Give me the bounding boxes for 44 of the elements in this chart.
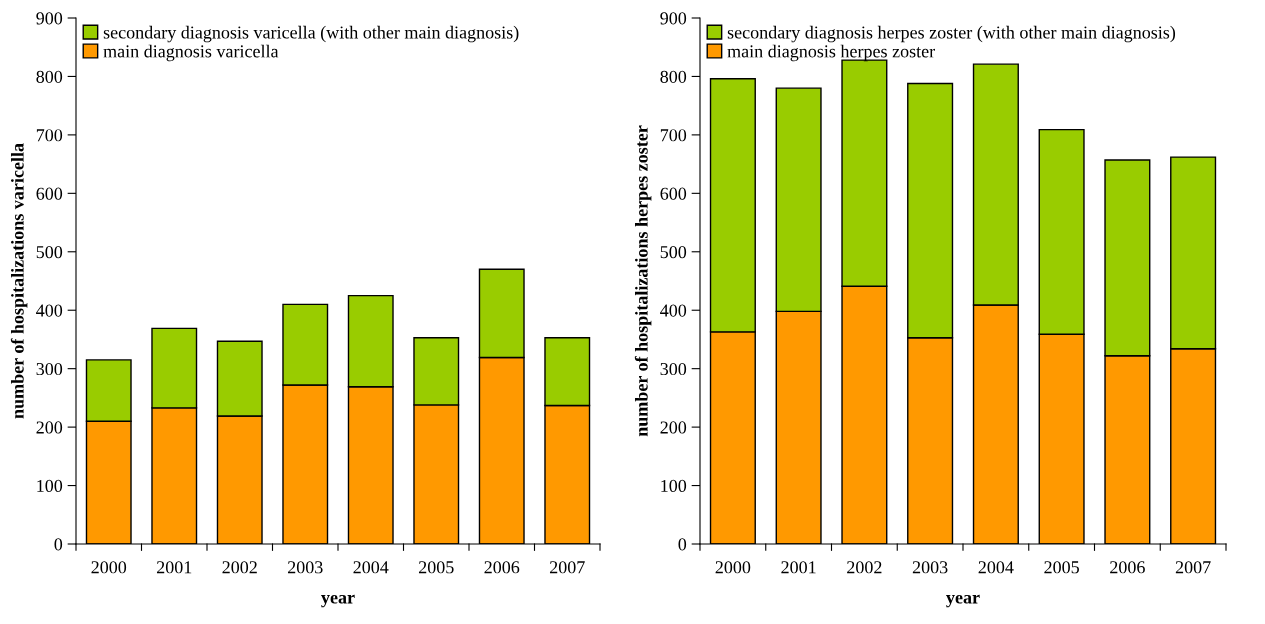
y-tick-label: 700	[36, 129, 63, 142]
y-tick-label: 600	[660, 187, 687, 200]
y-tick-label: 300	[660, 362, 687, 376]
x-tick-label: 2002	[847, 561, 882, 574]
y-tick-label: 700	[660, 129, 687, 142]
x-tick-label: 2006	[484, 561, 520, 574]
x-tick-label: 2001	[156, 561, 192, 574]
x-tick-label: 2005	[1044, 561, 1079, 574]
x-tick-label: 2007	[1175, 561, 1211, 574]
x-tick-label: 2007	[549, 561, 585, 574]
y-tick-label: 500	[660, 246, 687, 259]
x-tick-label: 2003	[287, 561, 323, 574]
legend-label: secondary diagnosis varicella (with other main diagnosis)	[103, 25, 519, 43]
y-tick-label: 100	[37, 479, 63, 492]
x-tick-label: 2004	[978, 561, 1014, 574]
x-tick-label: 2004	[353, 561, 389, 574]
y-tick-label: 400	[36, 304, 63, 317]
y-tick-label: 100	[661, 479, 687, 492]
y-tick-label: 900	[660, 12, 687, 25]
y-tick-label: 800	[36, 70, 63, 83]
legend-label: main diagnosis varicella	[103, 44, 279, 62]
x-tick-label: 2002	[222, 561, 257, 574]
y-axis-title: number of hospitalizations varicella	[10, 143, 28, 419]
x-tick-label: 2006	[1110, 561, 1145, 574]
x-tick-label: 2001	[781, 561, 816, 574]
legend-label: main diagnosis herpes zoster	[727, 44, 936, 62]
x-axis-title: year	[321, 594, 355, 608]
y-tick-label: 600	[36, 187, 63, 200]
y-tick-label: 0	[678, 538, 687, 551]
y-tick-label: 500	[36, 246, 63, 259]
x-tick-label: 2000	[715, 561, 751, 574]
y-tick-label: 200	[36, 421, 63, 434]
x-tick-label: 2000	[91, 561, 127, 574]
x-tick-label: 2005	[418, 561, 454, 574]
y-tick-label: 400	[660, 304, 687, 317]
y-axis-title: number of hospitalizations herpes zoster	[634, 125, 652, 437]
x-axis-title: year	[946, 594, 980, 608]
x-tick-label: 2003	[912, 561, 948, 574]
y-tick-label: 800	[660, 70, 687, 83]
y-tick-label: 900	[36, 12, 63, 25]
y-tick-label: 0	[54, 538, 63, 551]
legend-label: secondary diagnosis herpes zoster (with other main diagnosis)	[727, 25, 1176, 43]
y-tick-label: 300	[36, 362, 63, 376]
y-tick-label: 200	[660, 421, 687, 434]
